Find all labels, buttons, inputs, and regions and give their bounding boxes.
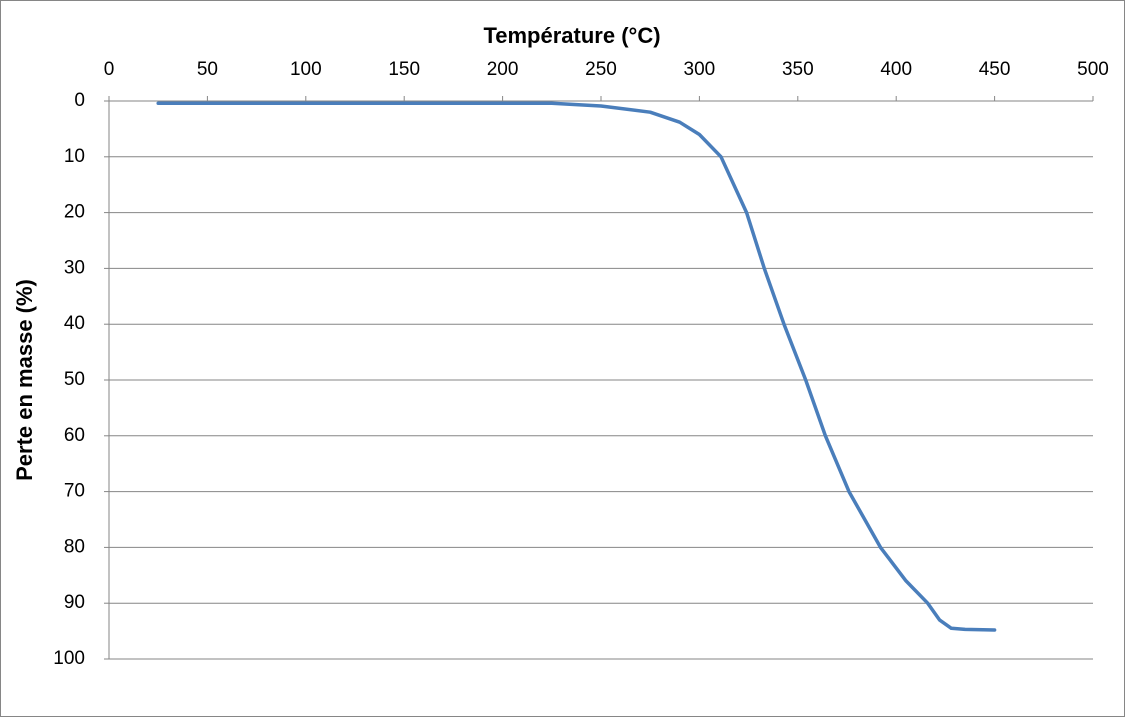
y-tick-label: 100 <box>53 648 85 669</box>
y-tick-label: 90 <box>64 592 85 613</box>
x-tick-label: 100 <box>290 59 322 80</box>
x-tick-label: 250 <box>585 59 617 80</box>
y-tick-label: 80 <box>64 536 85 557</box>
y-tick-label: 0 <box>74 90 85 111</box>
y-tick-label: 40 <box>64 313 85 334</box>
x-tick-label: 150 <box>388 59 420 80</box>
y-tick-label: 10 <box>64 146 85 167</box>
y-tick-label: 20 <box>64 202 85 223</box>
x-tick-label: 500 <box>1077 59 1109 80</box>
y-axis-label: Perte en masse (%) <box>12 279 37 481</box>
x-tick-label: 350 <box>782 59 814 80</box>
x-tick-label: 400 <box>880 59 912 80</box>
x-tick-label: 200 <box>487 59 519 80</box>
y-tick-label: 70 <box>64 481 85 502</box>
x-tick-label: 300 <box>684 59 716 80</box>
x-tick-label: 50 <box>197 59 218 80</box>
x-tick-label: 0 <box>104 59 115 80</box>
x-tick-label: 450 <box>979 59 1011 80</box>
x-axis-label: Température (°C) <box>483 23 660 48</box>
line-series <box>156 101 997 632</box>
y-tick-label: 50 <box>64 369 85 390</box>
y-tick-label: 30 <box>64 257 85 278</box>
y-tick-label: 60 <box>64 425 85 446</box>
